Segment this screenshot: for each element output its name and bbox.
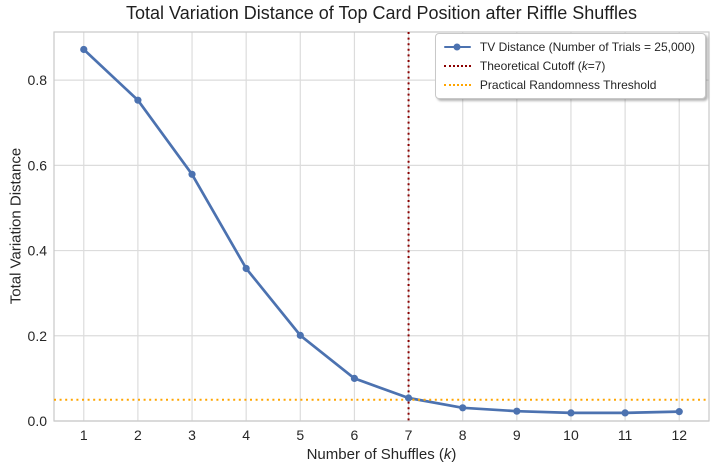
x-axis-label-variable: k bbox=[443, 446, 452, 463]
data-point-marker bbox=[675, 408, 683, 416]
axes-border bbox=[53, 31, 710, 422]
data-point-marker bbox=[404, 394, 413, 402]
y-tick-label: 0.6 bbox=[28, 157, 48, 173]
x-tick-label: 6 bbox=[351, 427, 359, 443]
data-point-marker bbox=[513, 407, 521, 415]
data-point-marker bbox=[296, 331, 304, 339]
data-point-marker bbox=[188, 170, 196, 178]
y-tick-label: 0.8 bbox=[28, 72, 48, 88]
legend-item-tv-distance: TV Distance (Number of Trials = 25,000) bbox=[443, 40, 695, 54]
y-tick-label: 0.4 bbox=[28, 243, 48, 259]
y-tick-label: 0.2 bbox=[28, 328, 48, 344]
threshold-dotted-sample-icon bbox=[443, 84, 471, 86]
x-tick-label: 12 bbox=[671, 427, 687, 443]
legend-label-cutoff-variable: k bbox=[581, 59, 588, 73]
data-point-marker bbox=[621, 409, 629, 417]
x-tick-label: 2 bbox=[134, 427, 142, 443]
tv-distance-line bbox=[82, 48, 681, 415]
legend-item-threshold: Practical Randomness Threshold bbox=[443, 78, 695, 92]
x-tick-label: 4 bbox=[242, 427, 250, 443]
y-tick-label: 0.0 bbox=[28, 413, 48, 429]
legend-label-tv-distance: TV Distance (Number of Trials = 25,000) bbox=[479, 40, 695, 54]
legend-label-cutoff-pre: Theoretical Cutoff ( bbox=[479, 59, 582, 73]
legend: TV Distance (Number of Trials = 25,000) … bbox=[434, 33, 706, 99]
legend-item-cutoff: Theoretical Cutoff (k=7) bbox=[443, 59, 695, 73]
data-point-marker bbox=[134, 96, 142, 104]
data-point-marker bbox=[242, 264, 250, 273]
legend-label-threshold: Practical Randomness Threshold bbox=[479, 78, 657, 92]
x-tick-label: 3 bbox=[188, 427, 196, 443]
line-sample-marker bbox=[453, 43, 461, 51]
x-tick-label: 11 bbox=[618, 427, 633, 443]
data-point-marker bbox=[80, 45, 88, 54]
x-tick-label: 5 bbox=[296, 427, 304, 443]
x-axis-label: Number of Shuffles (k) bbox=[54, 446, 709, 463]
x-tick-label: 8 bbox=[459, 427, 467, 443]
x-tick-label: 1 bbox=[80, 427, 88, 443]
data-point-marker bbox=[459, 404, 467, 412]
legend-label-cutoff: Theoretical Cutoff (k=7) bbox=[480, 59, 606, 73]
x-tick-label: 10 bbox=[563, 427, 579, 443]
x-tick-label: 7 bbox=[405, 427, 413, 443]
x-axis-label-suffix: ) bbox=[451, 446, 457, 463]
tv-distance-line-sample-icon bbox=[443, 43, 471, 52]
y-axis-label: Total Variation Distance bbox=[7, 147, 25, 305]
data-point-marker bbox=[350, 374, 359, 382]
legend-label-cutoff-post: =7) bbox=[587, 59, 606, 73]
cutoff-dotted-sample-icon bbox=[443, 65, 471, 67]
x-tick-label: 9 bbox=[513, 427, 521, 443]
data-point-marker bbox=[567, 409, 575, 417]
x-axis-label-text: Number of Shuffles ( bbox=[306, 446, 444, 463]
chart-title: Total Variation Distance of Top Card Pos… bbox=[126, 3, 637, 23]
